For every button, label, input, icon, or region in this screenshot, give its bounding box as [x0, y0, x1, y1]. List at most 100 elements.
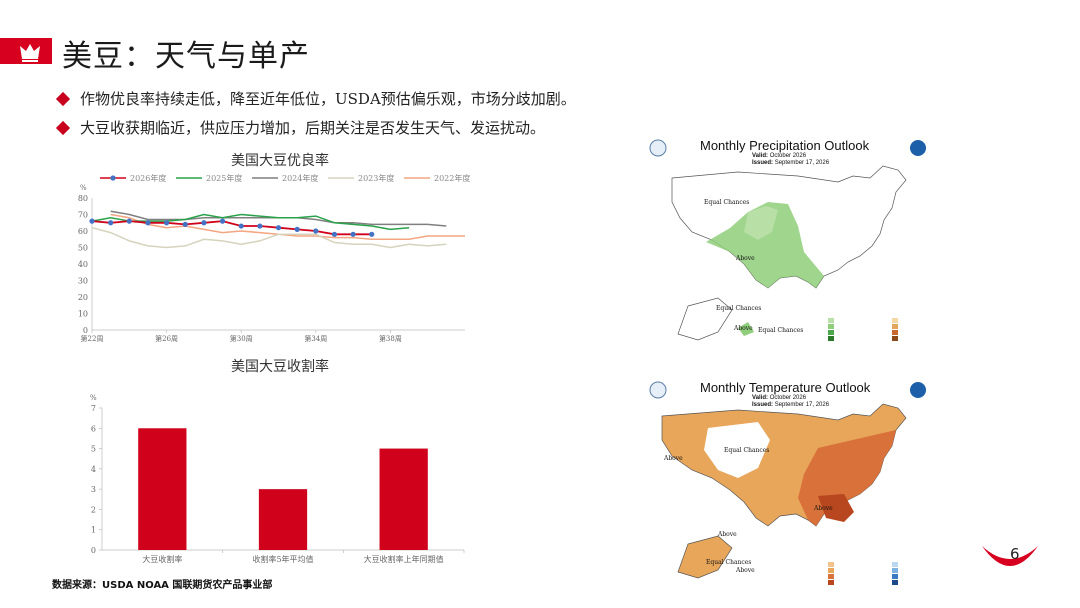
legend-label: 2024年度: [282, 173, 318, 183]
y-tick-label: 50: [78, 244, 88, 253]
data-point: [145, 220, 151, 226]
bar-chart: % 0 1 2 3 4 5 6 7 大豆收割率 收割率5年平均值 大豆收割率上年同期值: [90, 394, 465, 564]
temperature-outlook-map: Above Equal Chances Above Above Equal Ch…: [648, 378, 930, 600]
noaa-seal-icon: [649, 139, 667, 157]
page-number: 6: [1010, 545, 1020, 563]
y-tick-label: 7: [91, 404, 96, 413]
noaa-logo-icon: [910, 140, 926, 156]
region-label: Above: [735, 255, 755, 262]
region-label: Above: [735, 567, 755, 574]
series-line: [110, 213, 465, 241]
data-point: [182, 221, 188, 227]
region-label: Above: [733, 325, 753, 332]
data-point: [219, 218, 226, 224]
map-valid: Valid: October 2026: [752, 395, 807, 401]
legend-label: 2022年度: [434, 173, 470, 183]
chart-title: 美国大豆优良率: [231, 153, 329, 169]
crown-icon: [20, 44, 40, 62]
data-point: [126, 218, 132, 224]
line-chart: 2026年度 2025年度 2024年度 2023年度 2022年度% 0 10 20 30 40…: [78, 173, 471, 343]
region-label: Above: [663, 455, 683, 462]
map-graphic: Equal Chances Above Equal Chances Above …: [649, 139, 926, 341]
y-tick-label: 0: [83, 326, 88, 335]
y-tick-label: 40: [78, 260, 88, 269]
noaa-logo-icon: [910, 382, 926, 398]
region-label: Equal Chances: [704, 199, 749, 206]
x-tick-label: 大豆收割率: [142, 554, 182, 564]
data-point: [313, 228, 319, 234]
map-legend: [828, 318, 898, 341]
title-accent-bar: [0, 38, 52, 64]
y-tick-label: 70: [78, 211, 88, 220]
legend-label: 2025年度: [206, 173, 242, 183]
x-tick-label: 收割率5年平均值: [252, 554, 313, 564]
x-tick-label: 第30周: [230, 334, 253, 343]
region-label: Above: [813, 505, 833, 512]
y-tick-label: 5: [91, 445, 96, 454]
bullet-diamond-icon: [55, 120, 71, 135]
x-tick-label: 第38周: [379, 334, 402, 343]
y-tick-label: 1: [91, 526, 96, 535]
series-line: [91, 226, 447, 249]
region-label: Equal Chances: [758, 327, 803, 334]
data-point: [369, 231, 375, 237]
data-point: [331, 231, 338, 237]
noaa-seal-icon: [649, 381, 667, 399]
x-tick-label: 大豆收割率上年同期值: [364, 554, 444, 564]
legend-label: 2026年度: [130, 173, 166, 183]
page-title: 美豆：天气与单产: [62, 39, 310, 74]
y-axis-label: %: [90, 394, 97, 402]
data-point: [89, 218, 95, 224]
chart-title: 美国大豆收割率: [231, 359, 329, 375]
chart-legend: 2026年度 2025年度 2024年度 2023年度 2022年度: [100, 173, 470, 183]
x-tick-label: 第34周: [304, 334, 327, 343]
region-label: Equal Chances: [706, 559, 751, 566]
data-point: [257, 223, 263, 229]
map-legend: [828, 562, 898, 585]
y-tick-label: 80: [78, 194, 88, 203]
data-point: [164, 220, 170, 226]
y-tick-label: 0: [91, 546, 96, 555]
map-title: Monthly Precipitation Outlook: [700, 138, 870, 153]
bullet-item: 作物优良率持续走低，降至近年低位，USDA预估偏乐观，市场分歧加剧。: [55, 88, 576, 109]
bar: [379, 448, 428, 550]
y-axis-label: %: [80, 184, 87, 192]
bullet-item: 大豆收获期临近，供应压力增加，后期关注是否发生天气、发运扰动。: [55, 117, 546, 138]
data-point: [201, 220, 207, 226]
x-tick-label: 第26周: [155, 334, 178, 343]
series-line: [110, 210, 447, 227]
precipitation-outlook-map: Equal Chances Above Equal Chances Above …: [648, 136, 930, 358]
y-tick-label: 60: [78, 227, 88, 236]
region-label: Above: [717, 531, 737, 538]
region-label: Equal Chances: [716, 305, 761, 312]
bullet-diamond-icon: [55, 91, 71, 106]
y-tick-label: 10: [78, 310, 88, 319]
map-graphic: Above Equal Chances Above Above Equal Ch…: [649, 381, 926, 585]
bar: [258, 489, 308, 550]
data-source-note: 数据来源：USDA NOAA 国联期货农产品事业部: [52, 580, 273, 591]
map-title: Monthly Temperature Outlook: [700, 380, 871, 395]
series-line: [91, 220, 372, 236]
y-tick-label: 3: [91, 485, 96, 494]
map-issued: Issued: September 17, 2026: [752, 402, 830, 408]
series-line: [91, 213, 410, 231]
y-tick-label: 20: [78, 293, 88, 302]
region-label: Equal Chances: [724, 447, 769, 454]
legend-label: 2023年度: [358, 173, 394, 183]
y-tick-label: 6: [91, 424, 96, 433]
data-point: [294, 226, 300, 232]
data-point: [108, 220, 114, 226]
x-tick-label: 第22周: [81, 334, 104, 343]
map-issued: Issued: September 17, 2026: [752, 160, 830, 166]
page-corner-decoration: [982, 546, 1038, 566]
map-valid: Valid: October 2026: [752, 153, 807, 159]
data-point: [238, 223, 244, 229]
y-tick-label: 2: [91, 505, 96, 514]
y-tick-label: 30: [78, 277, 88, 286]
bar: [138, 428, 187, 550]
y-tick-label: 4: [91, 465, 96, 474]
data-point: [275, 225, 282, 231]
bullet-text: 作物优良率持续走低，降至近年低位，USDA预估偏乐观，市场分歧加剧。: [80, 90, 576, 108]
legend-marker: [110, 175, 116, 181]
bullet-text: 大豆收获期临近，供应压力增加，后期关注是否发生天气、发运扰动。: [80, 119, 546, 137]
